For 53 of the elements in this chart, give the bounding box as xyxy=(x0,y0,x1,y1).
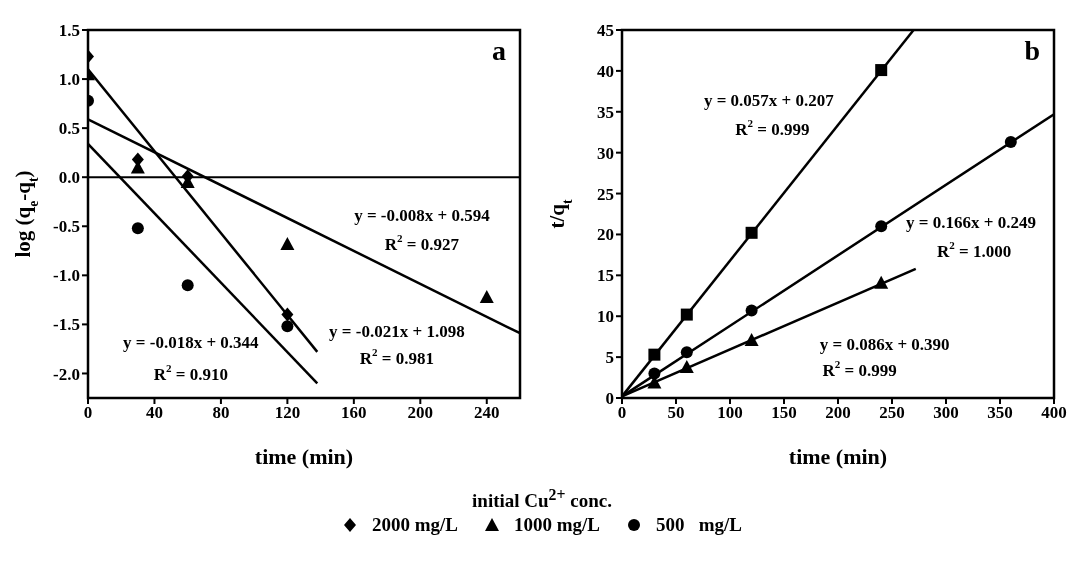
annotation: R$^{2}$ = 0.999 xyxy=(822,358,897,380)
x-tick-label: 100 xyxy=(717,403,743,423)
y-tick-label: 20 xyxy=(597,225,614,245)
x-tick-label: 50 xyxy=(667,403,685,423)
annotation: y = -0.021x + 1.098 xyxy=(329,321,465,341)
x-tick-label: 160 xyxy=(341,403,367,423)
x-tick-label: 250 xyxy=(879,403,905,423)
annotation: R$^{2}$ = 1.000 xyxy=(936,238,1012,261)
x-tick-label: 200 xyxy=(407,403,434,423)
annotation: y = 0.166x + 0.249 xyxy=(906,212,1036,232)
y-tick-label: 35 xyxy=(597,102,614,122)
x-tick-label: 400 xyxy=(1041,403,1067,423)
y-tick-label: 5 xyxy=(605,348,614,368)
legend-label: 1000 mg/L xyxy=(513,514,601,537)
x-tick-label: 40 xyxy=(145,403,163,423)
x-tick-label: 80 xyxy=(212,403,230,423)
annotation: R$^{2}$ = 0.910 xyxy=(153,362,228,384)
y-tick-label: 0.0 xyxy=(58,168,80,188)
legend-title: initial Cu$^{2+}$ conc. xyxy=(471,486,613,513)
y-tick-label: 15 xyxy=(597,266,614,286)
y-tick-label: 40 xyxy=(597,61,614,81)
y-tick-label: 10 xyxy=(597,307,614,327)
y-tick-label: 30 xyxy=(597,143,614,163)
x-tick-label: 200 xyxy=(825,403,851,423)
y-tick-label: -2.0 xyxy=(53,364,80,384)
y-tick-label: 45 xyxy=(597,21,614,41)
annotation: y = -0.008x + 0.594 xyxy=(354,205,491,225)
x-tick-label: 300 xyxy=(933,403,959,423)
x-tick-label: 350 xyxy=(987,403,1013,423)
y-tick-label: 1.5 xyxy=(58,21,80,41)
x-axis-title: time (min) xyxy=(254,444,354,469)
y-tick-label: 0 xyxy=(605,389,614,409)
x-tick-label: 240 xyxy=(474,403,500,423)
annotation: y = -0.018x + 0.344 xyxy=(123,332,260,352)
y-tick-label: -0.5 xyxy=(53,217,80,237)
annotation: y = 0.057x + 0.207 xyxy=(703,90,835,110)
x-tick-label: 0 xyxy=(83,403,93,423)
x-tick-label: 120 xyxy=(274,403,301,423)
legend-label: 2000 mg/L xyxy=(371,514,458,537)
annotation: y = 0.086x + 0.390 xyxy=(819,334,950,354)
chart-title: b xyxy=(1024,35,1040,66)
annotation: R$^{2}$ = 0.981 xyxy=(359,345,435,368)
annotation: R$^{2}$ = 0.999 xyxy=(735,116,810,139)
y-tick-label: -1.5 xyxy=(53,315,80,335)
y-tick-label: -1.0 xyxy=(53,266,80,286)
x-tick-label: 150 xyxy=(771,403,797,423)
chart-title: a xyxy=(492,35,506,66)
x-axis-title: time (min) xyxy=(788,444,888,469)
y-tick-label: 0.5 xyxy=(58,119,80,139)
y-tick-label: 1.0 xyxy=(58,70,80,90)
y-tick-label: 25 xyxy=(597,184,614,204)
annotation: R$^{2}$ = 0.927 xyxy=(384,231,460,254)
legend-label: 500 mg/L xyxy=(656,514,743,537)
